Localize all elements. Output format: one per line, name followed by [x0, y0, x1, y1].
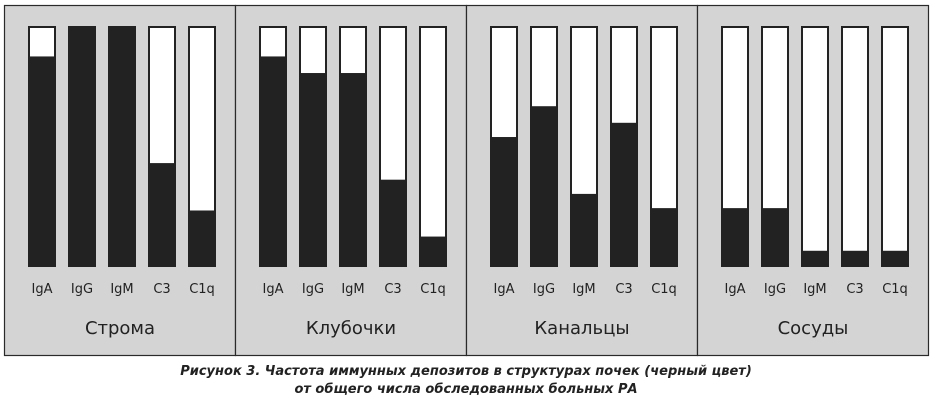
tick-label: C3: [615, 282, 632, 297]
tick-label: C1q: [651, 282, 677, 297]
panel-title: Сосуды: [778, 318, 849, 339]
tick-label: C1q: [189, 282, 215, 297]
panel-title: Клубочки: [306, 318, 396, 339]
tick-label: C3: [384, 282, 401, 297]
bar-background: [843, 28, 867, 265]
figure-caption-line-2: от общего числа обследованных больных РА: [294, 382, 638, 397]
tick-label: IgM: [572, 282, 595, 297]
bar-fill: [150, 163, 174, 265]
bar-fill: [301, 73, 325, 265]
chart: IgA IgG IgM C3 C1q Строма IgA IgG IgM C3 C1q Клубоч…: [3, 4, 930, 357]
bar-fill: [30, 56, 54, 265]
figure-caption-line-1: Рисунок 3. Частота иммунных депозитов в …: [180, 364, 752, 379]
bar-background: [421, 28, 445, 265]
bar-fill: [190, 210, 214, 265]
bar-fill: [532, 106, 556, 266]
tick-label: IgM: [110, 282, 133, 297]
bar-background: [883, 28, 907, 265]
tick-label: IgA: [494, 282, 515, 297]
bar-fill: [843, 250, 867, 265]
tick-label: C3: [846, 282, 863, 297]
bar-fill: [652, 208, 676, 265]
bar-fill: [492, 137, 516, 265]
tick-label: IgM: [341, 282, 364, 297]
panel-title: Строма: [85, 318, 155, 339]
bar-fill: [261, 56, 285, 265]
bar-fill: [381, 179, 405, 265]
bar-fill: [341, 73, 365, 265]
bar-fill: [572, 193, 596, 265]
tick-label: IgG: [302, 282, 324, 297]
tick-label: C1q: [420, 282, 446, 297]
tick-label: IgG: [71, 282, 93, 297]
bar-fill: [110, 28, 134, 265]
tick-label: IgA: [32, 282, 53, 297]
panel-title: Канальцы: [534, 318, 629, 339]
bar-fill: [723, 208, 747, 265]
tick-label: IgM: [803, 282, 826, 297]
bar-fill: [883, 250, 907, 265]
tick-label: IgG: [533, 282, 555, 297]
tick-label: IgG: [764, 282, 786, 297]
bar-background: [803, 28, 827, 265]
bar-fill: [612, 122, 636, 265]
tick-label: IgA: [725, 282, 746, 297]
tick-label: C1q: [882, 282, 908, 297]
bar-fill: [763, 208, 787, 265]
bar-fill: [70, 28, 94, 265]
bar-fill: [421, 236, 445, 265]
tick-label: IgA: [263, 282, 284, 297]
tick-label: C3: [153, 282, 170, 297]
bar-fill: [803, 250, 827, 265]
